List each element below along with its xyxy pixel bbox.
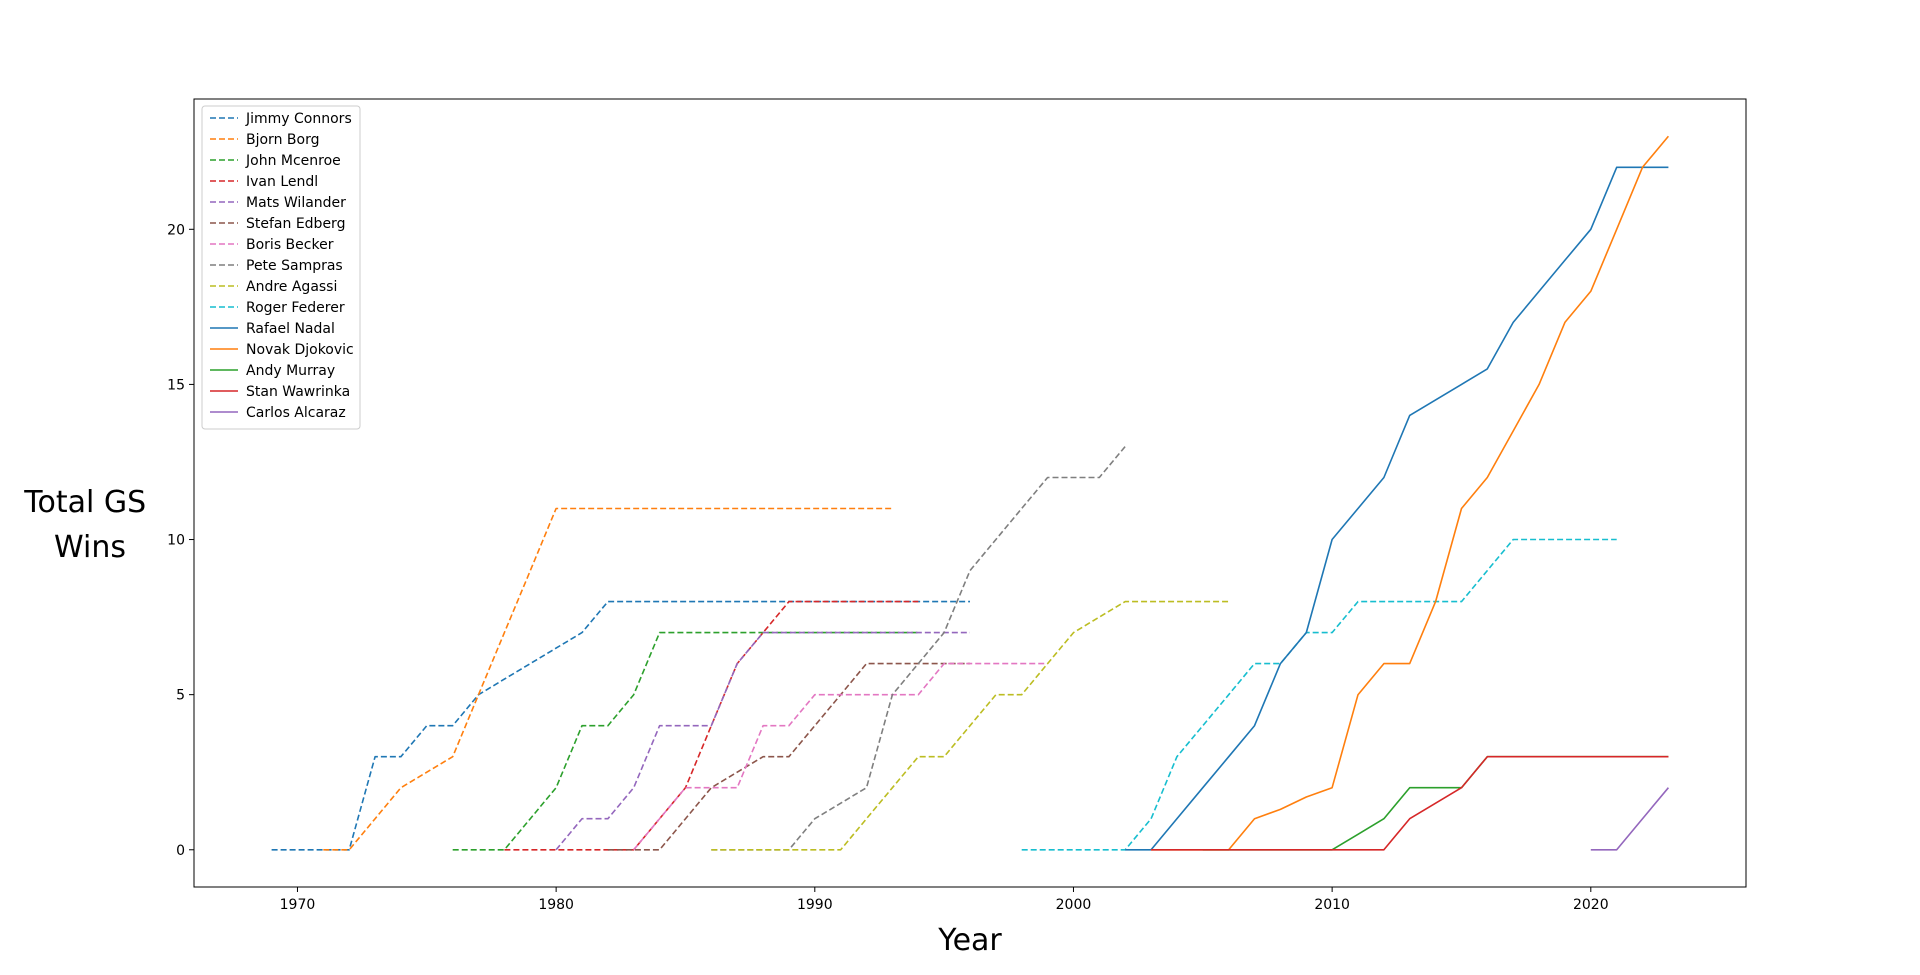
legend-label: Boris Becker (246, 237, 334, 253)
series-line-10 (1125, 166, 1669, 851)
legend-label: Andy Murray (246, 363, 335, 379)
series-line-8 (711, 600, 1229, 851)
series-line-3 (504, 600, 919, 851)
y-tick-label: 5 (176, 688, 185, 704)
series-line-13 (1151, 755, 1669, 851)
x-axis-title: Year (937, 923, 1002, 958)
legend-label: Ivan Lendl (246, 174, 318, 190)
y-axis-title-line-1: Total GS (23, 485, 146, 520)
legend-label: John Mcenroe (245, 153, 341, 169)
x-tick-label: 1980 (538, 897, 574, 913)
legend-label: Rafael Nadal (246, 321, 335, 337)
x-axis: 1970 1980 1990 2000 2010 2020 (280, 887, 1609, 913)
y-tick-label: 10 (167, 533, 185, 549)
legend-label: Stefan Edberg (246, 216, 345, 232)
series-line-1 (323, 507, 893, 851)
legend-label: Pete Sampras (246, 258, 343, 274)
legend-label: Mats Wilander (246, 195, 346, 211)
legend-label: Novak Djokovic (246, 342, 354, 358)
legend-label: Bjorn Borg (246, 132, 319, 148)
series-line-9 (1021, 538, 1617, 851)
x-tick-label: 2020 (1573, 897, 1609, 913)
y-axis-title: Total GS Wins (23, 485, 155, 565)
legend-label: Carlos Alcaraz (246, 405, 346, 421)
legend-label: Andre Agassi (246, 279, 337, 295)
plot-lines (271, 135, 1670, 851)
x-tick-label: 2010 (1314, 897, 1350, 913)
x-tick-label: 2000 (1056, 897, 1092, 913)
legend-box (201, 105, 361, 430)
series-line-5 (607, 662, 970, 851)
series-line-11 (1151, 135, 1670, 851)
series-line-4 (555, 631, 970, 851)
y-tick-label: 20 (167, 222, 185, 238)
x-tick-label: 1970 (280, 897, 316, 913)
series-line-14 (1590, 787, 1670, 851)
y-tick-label: 0 (176, 843, 185, 859)
y-axis-title-line-2: Wins (54, 530, 126, 565)
plot-frame (193, 98, 1747, 888)
y-tick-label: 15 (167, 377, 185, 393)
x-tick-label: 1990 (797, 897, 833, 913)
y-axis: 0 5 10 15 20 (167, 222, 194, 859)
legend-label: Stan Wawrinka (246, 384, 350, 400)
legend: Jimmy Connors Bjorn Borg John Mcenroe Ivan … (201, 105, 361, 430)
legend-label: Roger Federer (246, 300, 345, 316)
legend-label: Jimmy Connors (245, 111, 352, 127)
series-line-6 (633, 662, 1048, 851)
